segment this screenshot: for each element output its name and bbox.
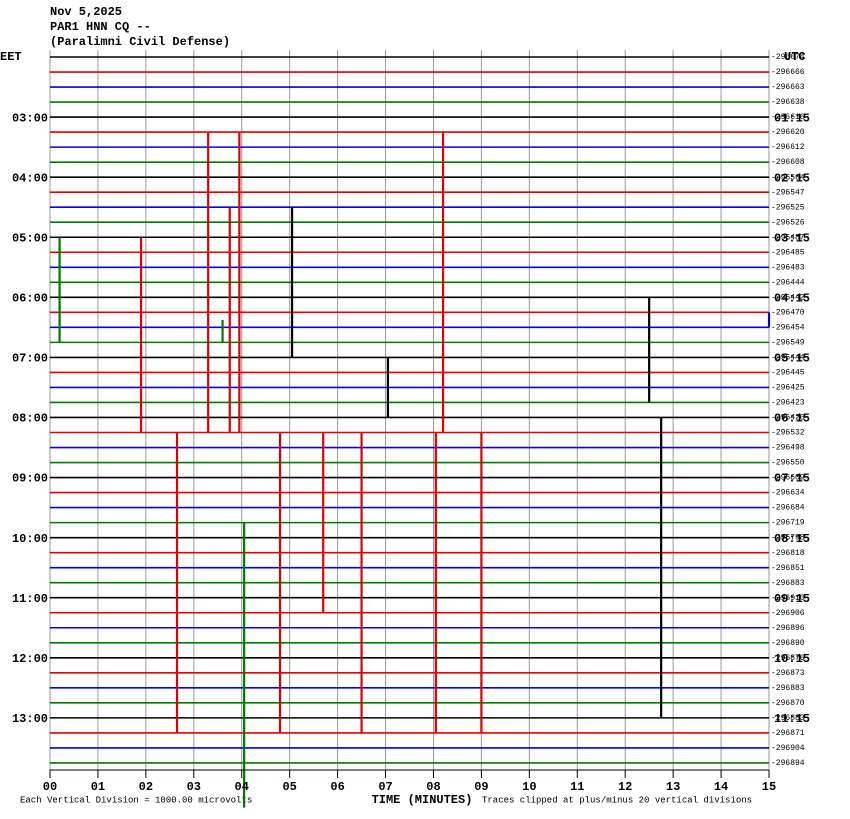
x-tick-label: 11 — [570, 780, 584, 794]
trace-offset: -296638 — [771, 98, 805, 107]
trace-offset: -296883 — [771, 579, 805, 588]
trace-offset: -296442 — [771, 293, 805, 302]
left-zone: EET — [0, 50, 22, 64]
clip-note: Traces clipped at plus/minus 20 vertical… — [482, 795, 752, 805]
trace-offset: -296666 — [771, 68, 805, 77]
x-tick-label: 00 — [43, 780, 57, 794]
utc-time-label: 11:15 — [774, 712, 810, 726]
trace-offset: -296423 — [771, 399, 805, 408]
trace-offset: -296532 — [771, 429, 805, 438]
x-tick-label: 09 — [474, 780, 488, 794]
traces — [50, 56, 769, 764]
x-tick-label: 14 — [714, 780, 728, 794]
trace-offset: -296445 — [771, 369, 805, 378]
trace-offset: -296608 — [771, 158, 805, 167]
utc-time-label: 08:15 — [774, 532, 810, 546]
trace-offset: -296550 — [771, 459, 805, 468]
x-tick-label: 07 — [378, 780, 392, 794]
trace-offset: -296487 — [771, 233, 805, 242]
x-axis-label: TIME (MINUTES) — [372, 793, 473, 807]
trace-offset: -296444 — [771, 354, 805, 363]
trace-offset: -296498 — [771, 444, 805, 453]
x-tick-label: 15 — [762, 780, 776, 794]
x-tick-label: 05 — [282, 780, 296, 794]
trace-offset: -296904 — [771, 744, 805, 753]
local-time-label: 10:00 — [12, 532, 48, 546]
utc-time-label: 01:15 — [774, 111, 810, 125]
trace-offset: -296547 — [771, 188, 805, 197]
trace-offset: -296883 — [771, 714, 805, 723]
x-tick-label: 04 — [235, 780, 249, 794]
trace-offset: -296684 — [771, 504, 805, 513]
trace-offset: -296851 — [771, 564, 805, 573]
trace-offset: -296910 — [771, 594, 805, 603]
trace-offset: -296818 — [771, 549, 805, 558]
utc-time-label: 07:15 — [774, 472, 810, 486]
utc-time-label: 10:15 — [774, 652, 810, 666]
trace-offset: -296564 — [771, 173, 805, 182]
local-time-label: 07:00 — [12, 352, 48, 366]
trace-offset: -296798 — [771, 534, 805, 543]
utc-time-label: 02:15 — [774, 171, 810, 185]
station-name: (Paralimni Civil Defense) — [50, 35, 230, 49]
trace-offset: -296674 — [771, 53, 805, 62]
trace-offset: -296483 — [771, 263, 805, 272]
trace-offset: -296883 — [771, 684, 805, 693]
spikes — [58, 132, 771, 808]
trace-offset: -296663 — [771, 83, 805, 92]
x-tick-label: 01 — [91, 780, 105, 794]
x-tick-label: 02 — [139, 780, 153, 794]
local-time-label: 03:00 — [12, 111, 48, 125]
right-zone: UTC — [784, 50, 806, 64]
x-tick-label: 08 — [426, 780, 440, 794]
trace-offset: -296896 — [771, 624, 805, 633]
utc-time-label: 05:15 — [774, 352, 810, 366]
trace-offset: -296616 — [771, 113, 805, 122]
x-tick-label: 10 — [522, 780, 536, 794]
local-time-label: 11:00 — [12, 592, 48, 606]
trace-offset: -296454 — [771, 323, 805, 332]
x-tick-label: 12 — [618, 780, 632, 794]
local-time-label: 09:00 — [12, 472, 48, 486]
utc-time-label: 04:15 — [774, 291, 810, 305]
local-time-label: 04:00 — [12, 171, 48, 185]
trace-offset: -296894 — [771, 759, 805, 768]
local-time-label: 13:00 — [12, 712, 48, 726]
trace-offset: -296549 — [771, 338, 805, 347]
x-tick-label: 03 — [187, 780, 201, 794]
x-tick-label: 13 — [666, 780, 680, 794]
utc-time-label: 09:15 — [774, 592, 810, 606]
trace-offset: -296634 — [771, 489, 805, 498]
local-time-label: 08:00 — [12, 412, 48, 426]
chart-title: Nov 5,2025 — [50, 5, 122, 19]
local-time-label: 05:00 — [12, 231, 48, 245]
grid — [49, 50, 770, 770]
trace-offset: -296876 — [771, 654, 805, 663]
trace-offset: -296873 — [771, 669, 805, 678]
utc-time-label: 03:15 — [774, 231, 810, 245]
trace-offset: -296420 — [771, 414, 805, 423]
trace-offset: -296525 — [771, 203, 805, 212]
trace-offset: -296425 — [771, 384, 805, 393]
x-tick-label: 06 — [330, 780, 344, 794]
trace-offset: -296612 — [771, 143, 805, 152]
trace-offset: -296871 — [771, 729, 805, 738]
trace-offset: -296719 — [771, 519, 805, 528]
trace-offset: -296870 — [771, 699, 805, 708]
trace-offset: -296470 — [771, 308, 805, 317]
trace-offset: -296906 — [771, 609, 805, 618]
chart-subtitle: PAR1 HNN CQ -- — [50, 20, 151, 34]
trace-offset: -296609 — [771, 474, 805, 483]
local-time-label: 12:00 — [12, 652, 48, 666]
trace-offset: -296485 — [771, 248, 805, 257]
trace-offset: -296890 — [771, 639, 805, 648]
trace-offset: -296620 — [771, 128, 805, 137]
local-time-label: 06:00 — [12, 291, 48, 305]
utc-time-label: 06:15 — [774, 412, 810, 426]
trace-offset: -296444 — [771, 278, 805, 287]
trace-offset: -296526 — [771, 218, 805, 227]
scale-note: Each Vertical Division = 1000.00 microvo… — [20, 795, 252, 805]
